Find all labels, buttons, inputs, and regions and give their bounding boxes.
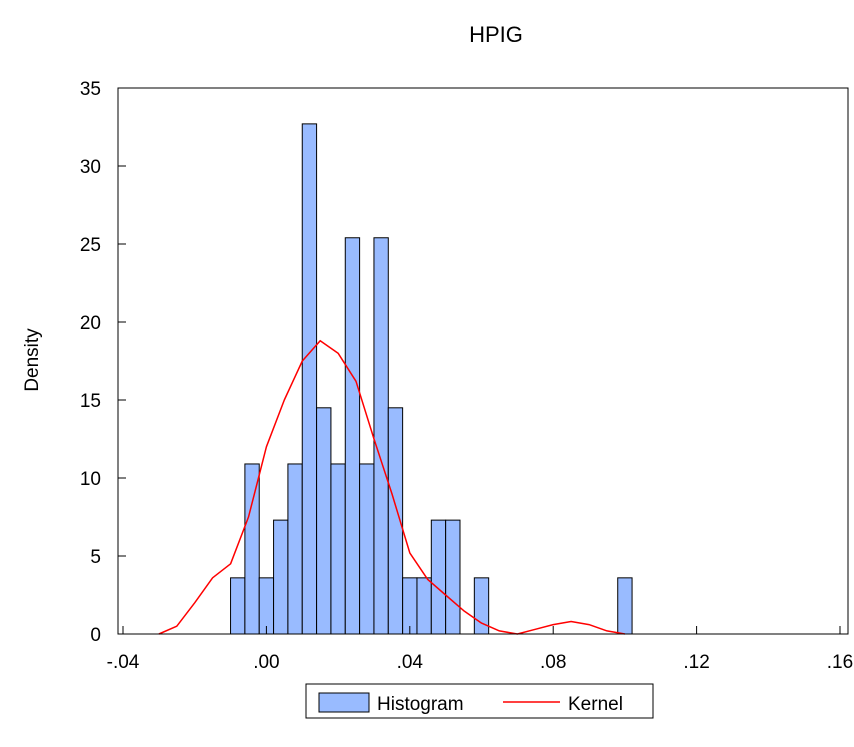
histogram-bar-14 bbox=[430, 519, 447, 635]
histogram-bar-8 bbox=[344, 237, 361, 635]
x-tick-label-3: .08 bbox=[540, 652, 566, 673]
legend-histogram-label: Histogram bbox=[377, 694, 464, 715]
legend-kernel-label: Kernel bbox=[568, 694, 623, 715]
histogram-bars bbox=[230, 123, 633, 635]
histogram-bar-12 bbox=[402, 577, 418, 635]
histogram-bar-10 bbox=[373, 237, 389, 635]
histogram-bar-0 bbox=[230, 577, 246, 635]
x-tick-label-1: .00 bbox=[253, 652, 279, 673]
y-tick-label-1: 5 bbox=[90, 547, 101, 568]
y-axis-label: Density bbox=[22, 328, 43, 392]
histogram-bar-1 bbox=[244, 463, 260, 635]
histogram-bar-3 bbox=[273, 519, 289, 635]
plot-frame bbox=[117, 87, 849, 635]
y-tick-label-0: 0 bbox=[90, 625, 101, 646]
histogram-bar-13 bbox=[416, 577, 432, 635]
histogram-bar-7 bbox=[330, 463, 346, 635]
x-tick-label-5: .16 bbox=[827, 652, 853, 673]
histogram-bar-5 bbox=[301, 123, 318, 635]
histogram-bar-2 bbox=[258, 577, 275, 635]
histogram-bar-9 bbox=[359, 463, 375, 635]
y-tick-label-4: 20 bbox=[80, 313, 101, 334]
y-tick-label-5: 25 bbox=[80, 235, 101, 256]
y-axis: 0 5 10 15 20 25 30 35 bbox=[80, 79, 126, 646]
kernel-layer bbox=[158, 339, 626, 635]
histogram-bar-4 bbox=[287, 463, 303, 635]
legend: Histogram Kernel bbox=[305, 683, 654, 719]
legend-histogram-swatch bbox=[318, 692, 370, 713]
x-tick-label-2: .04 bbox=[397, 652, 424, 673]
x-tick-label-4: .12 bbox=[683, 652, 709, 673]
y-tick-label-7: 35 bbox=[80, 79, 101, 100]
kernel-density-line bbox=[158, 339, 626, 635]
x-tick-label-0: -.04 bbox=[107, 652, 140, 673]
histogram-bar-15 bbox=[445, 519, 461, 635]
chart-title: HPIG bbox=[469, 22, 523, 47]
x-axis: -.04 .00 .04 .08 .12 .16 bbox=[107, 626, 853, 673]
y-tick-label-2: 10 bbox=[80, 469, 101, 490]
y-tick-label-6: 30 bbox=[80, 157, 101, 178]
y-tick-label-3: 15 bbox=[80, 391, 101, 412]
histogram-bar-17 bbox=[617, 577, 633, 635]
histogram-bar-6 bbox=[316, 407, 332, 635]
